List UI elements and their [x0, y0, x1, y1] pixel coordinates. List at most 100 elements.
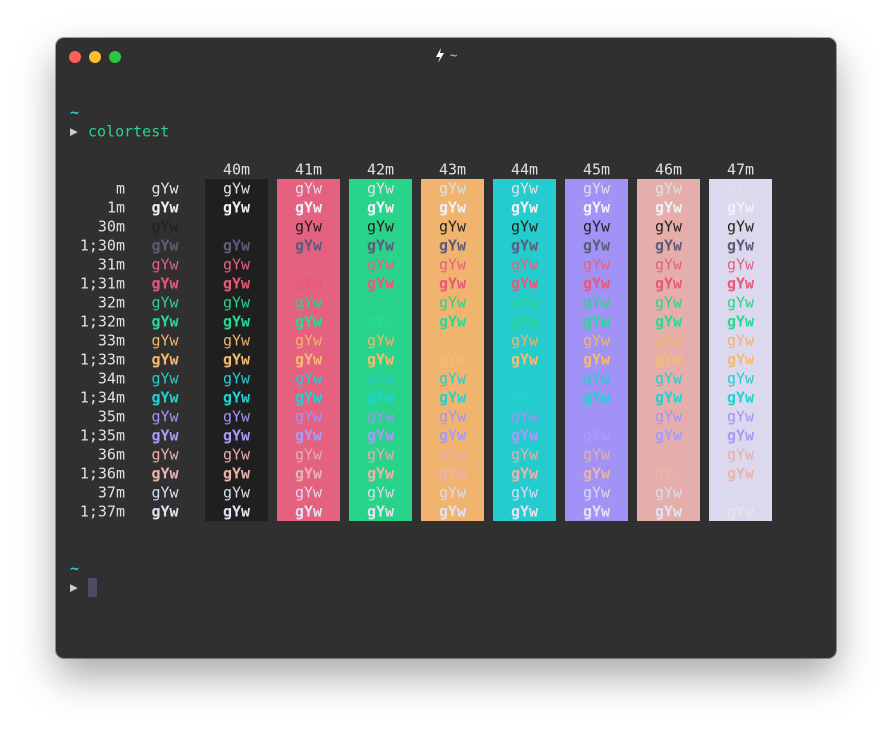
- sample-text: gYw: [655, 294, 683, 312]
- sample-text: gYw: [151, 503, 179, 521]
- sample-text: gYw: [511, 370, 539, 388]
- sample-text: gYw: [727, 484, 755, 502]
- sample-text: gYw: [295, 199, 323, 217]
- sample-text: gYw: [151, 389, 179, 407]
- sample-text: gYw: [151, 237, 179, 255]
- sample-text: gYw: [655, 351, 683, 369]
- column-header: 46m: [655, 161, 682, 179]
- sample-text: gYw: [367, 465, 395, 483]
- sample-text: gYw: [655, 180, 683, 198]
- sample-text: gYw: [367, 484, 395, 502]
- row-label: 36m: [98, 446, 125, 464]
- sample-text: gYw: [583, 218, 611, 236]
- sample-text: gYw: [727, 465, 755, 483]
- sample-text: gYw: [727, 199, 755, 217]
- sample-text: gYw: [583, 313, 611, 331]
- sample-text: gYw: [295, 294, 323, 312]
- sample-text: gYw: [223, 389, 251, 407]
- color-table: 40m 41m 42m 43m 44m 45m 46m 47m m gYw gYw gYw gYw gYw…: [80, 161, 772, 521]
- sample-text: gYw: [511, 446, 539, 464]
- sample-text: gYw: [295, 313, 323, 331]
- sample-text: gYw: [223, 332, 251, 350]
- sample-text: gYw: [583, 370, 611, 388]
- sample-text: gYw: [151, 199, 179, 217]
- sample-text: gYw: [151, 294, 179, 312]
- column-header: 43m: [439, 161, 466, 179]
- row-label: 31m: [98, 256, 125, 274]
- sample-text: gYw: [223, 465, 251, 483]
- sample-text: gYw: [439, 389, 467, 407]
- sample-text: gYw: [223, 408, 251, 426]
- sample-text: gYw: [367, 408, 395, 426]
- sample-text: gYw: [511, 408, 539, 426]
- sample-text: gYw: [439, 313, 467, 331]
- sample-text: gYw: [367, 427, 395, 445]
- sample-text: gYw: [367, 332, 395, 350]
- sample-text: gYw: [367, 351, 395, 369]
- row-label: 1;34m: [80, 389, 125, 407]
- sample-text: gYw: [223, 370, 251, 388]
- background-column: [349, 179, 412, 521]
- sample-text: gYw: [151, 484, 179, 502]
- row-label: 1;31m: [80, 275, 125, 293]
- sample-text: gYw: [151, 408, 179, 426]
- sample-text: gYw: [511, 180, 539, 198]
- sample-text: gYw: [367, 389, 395, 407]
- sample-text: gYw: [583, 446, 611, 464]
- sample-text: gYw: [223, 180, 251, 198]
- sample-text: gYw: [439, 256, 467, 274]
- sample-text: gYw: [727, 275, 755, 293]
- background-column: [277, 179, 340, 521]
- sample-text: gYw: [583, 237, 611, 255]
- sample-text: gYw: [223, 199, 251, 217]
- sample-text: gYw: [295, 180, 323, 198]
- sample-text: gYw: [223, 446, 251, 464]
- sample-text: gYw: [655, 313, 683, 331]
- terminal: ~ ~ ▶ colortest ~ ▶ 40m 41m 42m 43m 44m 45m 46…: [69, 48, 772, 597]
- sample-text: gYw: [511, 332, 539, 350]
- sample-text: gYw: [295, 237, 323, 255]
- sample-text: gYw: [151, 446, 179, 464]
- sample-text: gYw: [655, 256, 683, 274]
- sample-text: gYw: [223, 313, 251, 331]
- sample-text: gYw: [295, 465, 323, 483]
- prompt-dir: ~: [70, 560, 79, 578]
- sample-text: gYw: [511, 465, 539, 483]
- window-title: ~: [450, 49, 457, 63]
- sample-text: gYw: [511, 389, 539, 407]
- sample-text: gYw: [151, 370, 179, 388]
- column-header: 47m: [727, 161, 754, 179]
- sample-text: gYw: [583, 389, 611, 407]
- sample-text: gYw: [655, 446, 683, 464]
- zoom-button[interactable]: [109, 51, 121, 63]
- sample-text: gYw: [367, 294, 395, 312]
- sample-text: gYw: [727, 427, 755, 445]
- column-header: 45m: [583, 161, 610, 179]
- sample-text: gYw: [223, 351, 251, 369]
- sample-text: gYw: [439, 218, 467, 236]
- row-label: 1;36m: [80, 465, 125, 483]
- sample-text: gYw: [583, 351, 611, 369]
- sample-text: gYw: [727, 218, 755, 236]
- sample-text: gYw: [583, 484, 611, 502]
- minimize-button[interactable]: [89, 51, 101, 63]
- sample-text: gYw: [439, 237, 467, 255]
- prompt-dir: ~: [70, 104, 79, 122]
- column-header: 41m: [295, 161, 322, 179]
- sample-text: gYw: [367, 180, 395, 198]
- sample-text: gYw: [655, 408, 683, 426]
- sample-text: gYw: [511, 427, 539, 445]
- sample-text: gYw: [511, 294, 539, 312]
- sample-text: gYw: [511, 503, 539, 521]
- sample-text: gYw: [151, 465, 179, 483]
- sample-text: gYw: [727, 446, 755, 464]
- background-column: [709, 179, 772, 521]
- sample-text: gYw: [439, 503, 467, 521]
- sample-text: gYw: [295, 389, 323, 407]
- cursor: [88, 578, 97, 597]
- close-button[interactable]: [69, 51, 81, 63]
- sample-text: gYw: [727, 294, 755, 312]
- sample-text: gYw: [655, 199, 683, 217]
- sample-text: gYw: [151, 427, 179, 445]
- row-label: 34m: [98, 370, 125, 388]
